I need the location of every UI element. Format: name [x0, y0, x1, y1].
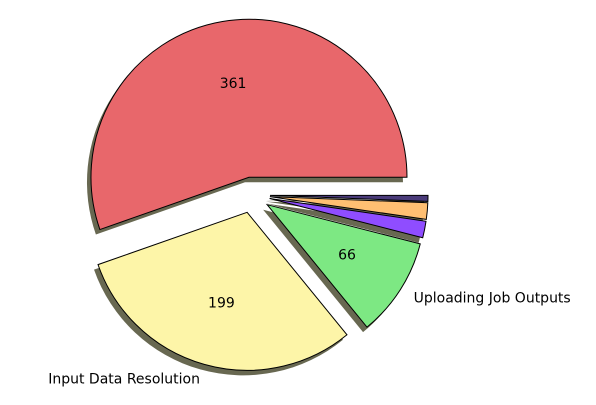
slice	[265, 203, 421, 328]
value-label: 361	[220, 76, 247, 92]
slice-label: Input Data Resolution	[48, 372, 200, 388]
slice	[269, 196, 429, 220]
slice-label: Uploading Job Outputs	[414, 290, 571, 306]
slice	[269, 194, 429, 202]
slice	[97, 211, 348, 371]
value-label: 199	[208, 296, 235, 312]
value-label: 66	[338, 248, 356, 264]
slice-shadow	[265, 203, 423, 243]
slice	[269, 198, 427, 239]
slice	[90, 18, 408, 231]
